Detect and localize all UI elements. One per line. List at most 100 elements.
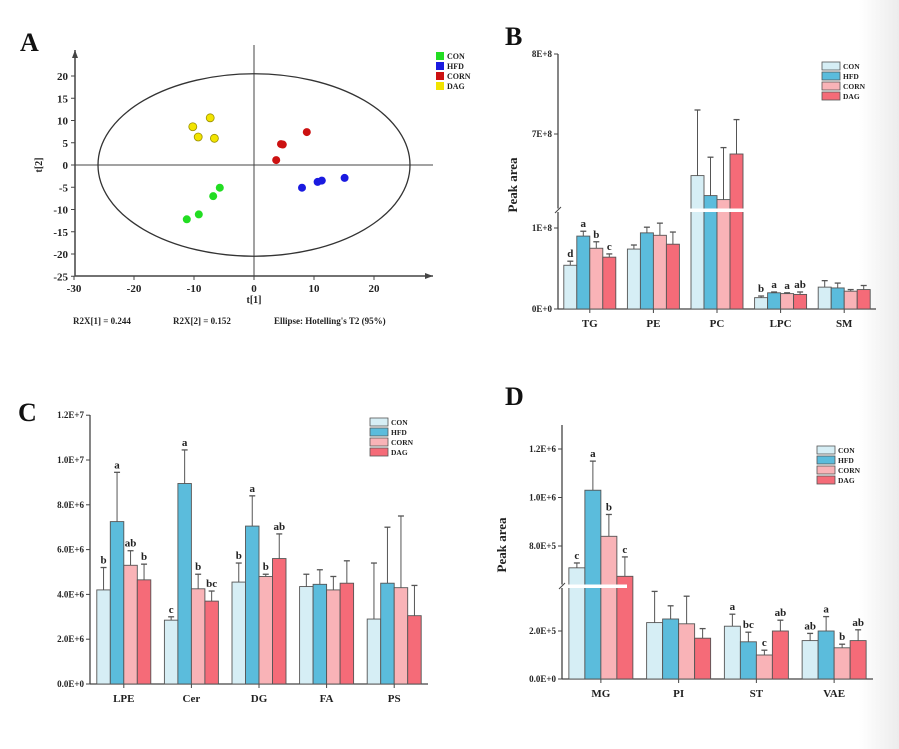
significance-letter: ab xyxy=(775,607,787,619)
significance-letter: b xyxy=(236,550,242,562)
legend-label-corn: CORN xyxy=(447,72,471,81)
y-tick-label: -15 xyxy=(53,227,68,239)
significance-letter: c xyxy=(762,637,767,649)
y-tick-label: 8.0E+5 xyxy=(529,541,556,551)
x-tick-label-tg: TG xyxy=(582,318,598,330)
legend-swatch-corn xyxy=(436,72,444,80)
data-point-dag xyxy=(205,113,215,123)
bar-fa-con xyxy=(299,586,314,685)
legend-label-dag: DAG xyxy=(391,448,408,457)
y-tick-label: 15 xyxy=(57,93,69,105)
r2x1-label: R2X[1] = 0.244 xyxy=(73,316,131,326)
y-tick-label: 4.0E+6 xyxy=(57,589,84,599)
panel-a-plot xyxy=(71,45,444,280)
bar-dg-con xyxy=(231,581,246,685)
legend-swatch-corn xyxy=(821,81,841,91)
y-tick-label: 1.2E+6 xyxy=(529,444,556,454)
bar-cer-con xyxy=(163,619,179,685)
y-tick-label: 20 xyxy=(57,71,69,83)
axis-break-mark xyxy=(554,206,562,214)
legend-swatch-hfd xyxy=(816,455,836,465)
significance-letter: d xyxy=(567,248,573,260)
significance-letter: a xyxy=(730,601,736,613)
axis-break-band xyxy=(559,584,627,588)
bar-pi-dag xyxy=(694,637,712,680)
data-point-corn xyxy=(272,156,281,165)
significance-letter: ab xyxy=(804,620,816,632)
x-tick-label-lpe: LPE xyxy=(113,693,134,705)
data-point-con xyxy=(182,215,191,224)
bar-pc-dag xyxy=(729,153,744,310)
legend-label-dag: DAG xyxy=(843,92,860,101)
legend-label-hfd: HFD xyxy=(843,72,859,81)
legend-swatch-dag xyxy=(816,475,836,485)
y-axis-label: Peak area xyxy=(494,517,509,572)
legend-swatch-corn xyxy=(369,437,389,447)
x-tick-label: -20 xyxy=(127,283,142,295)
significance-letter: a xyxy=(784,280,790,292)
y-tick-label: 8E+8 xyxy=(532,49,553,59)
significance-letter: ab xyxy=(852,617,864,629)
y-tick-label: 7E+8 xyxy=(532,129,553,139)
y-tick-label: -25 xyxy=(53,271,68,283)
panel-b-plot xyxy=(554,53,876,313)
panel-c-plot xyxy=(86,414,428,688)
bar-sm-corn xyxy=(843,290,858,310)
significance-letter: b xyxy=(839,631,845,643)
significance-letter: b xyxy=(100,555,106,567)
bar-lpe-con xyxy=(96,589,111,685)
data-point-hfd xyxy=(298,183,306,192)
r2x2-label: R2X[2] = 0.152 xyxy=(173,316,231,326)
legend-label-con: CON xyxy=(391,418,408,427)
bar-lpc-dag xyxy=(793,293,808,310)
legend-swatch-dag xyxy=(369,447,389,457)
data-point-hfd xyxy=(340,173,349,182)
bar-pe-corn xyxy=(652,234,667,310)
significance-letter: ab xyxy=(794,279,806,291)
significance-letter: a xyxy=(771,279,777,291)
significance-letter: c xyxy=(607,241,612,253)
legend-swatch-hfd xyxy=(369,427,389,437)
bar-pe-dag xyxy=(665,243,680,310)
y-tick-label: -10 xyxy=(53,205,68,217)
bar-pe-con xyxy=(626,248,641,310)
axis-break-mark xyxy=(558,582,566,590)
bar-tg-dag xyxy=(602,256,617,310)
y-axis-label: t[2] xyxy=(34,158,45,173)
bar-mg-dag xyxy=(616,575,634,680)
bar-sm-con xyxy=(817,286,832,310)
legend-label-con: CON xyxy=(843,62,860,71)
legend-label-hfd: HFD xyxy=(391,428,407,437)
legend-swatch-con xyxy=(369,417,389,427)
bar-tg-hfd xyxy=(576,235,591,310)
bar-st-corn xyxy=(755,654,773,680)
bar-vae-corn xyxy=(833,647,851,680)
significance-letter: b xyxy=(141,551,147,563)
y-tick-label: 5 xyxy=(63,138,69,150)
bar-pc-hfd xyxy=(703,195,718,310)
y-tick-label: 1.2E+7 xyxy=(57,410,84,420)
y-tick-label: -5 xyxy=(59,182,69,194)
x-tick-label: 20 xyxy=(369,283,381,295)
significance-letter: a xyxy=(581,218,587,230)
bar-vae-hfd xyxy=(817,630,835,680)
x-axis-label: t[1] xyxy=(247,295,262,306)
bar-pe-hfd xyxy=(639,232,654,310)
bar-fa-corn xyxy=(326,589,341,685)
data-point-con xyxy=(194,210,203,219)
significance-letter: a xyxy=(114,459,120,471)
legend-swatch-hfd xyxy=(821,71,841,81)
significance-letter: c xyxy=(622,544,627,556)
panel-label-a: A xyxy=(20,28,39,57)
legend-swatch-con xyxy=(436,52,444,60)
y-tick-label: 0.0E+0 xyxy=(529,674,556,684)
bar-lpc-con xyxy=(754,297,769,310)
bar-pi-hfd xyxy=(662,618,680,680)
x-tick-label: 0 xyxy=(251,283,257,295)
bar-ps-corn xyxy=(393,587,409,685)
y-tick-label: 8.0E+6 xyxy=(57,500,84,510)
y-tick-label: 10 xyxy=(57,116,69,128)
significance-letter: ab xyxy=(125,538,137,550)
data-point-dag xyxy=(193,132,203,142)
bar-lpe-hfd xyxy=(109,521,125,685)
